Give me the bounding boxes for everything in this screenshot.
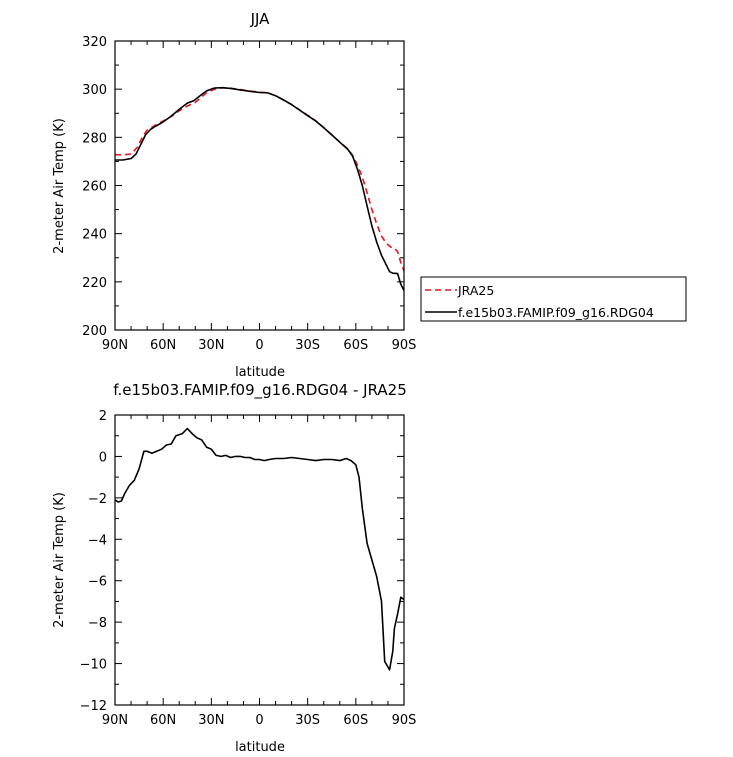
top-chart-ylabel: 2-meter Air Temp (K) bbox=[52, 118, 67, 254]
bottom-ytick-label-1: −10 bbox=[80, 658, 107, 673]
top-ytick-label-4: 280 bbox=[82, 131, 107, 146]
bottom-chart-series bbox=[114, 427, 405, 671]
legend: JRA25 f.e15b03.FAMIP.f09_g16.RDG04 bbox=[420, 276, 687, 322]
top-ytick-label-0: 200 bbox=[82, 324, 107, 339]
bottom-xtick-label-2: 30N bbox=[198, 713, 224, 728]
bottom-xtick-label-5: 60S bbox=[343, 713, 368, 728]
bottom-ytick-label-5: −2 bbox=[88, 492, 107, 507]
bottom-panel: f.e15b03.FAMIP.f09_g16.RDG04 - JRA25 90N… bbox=[52, 381, 416, 755]
top-xtick-label-0: 90N bbox=[102, 338, 128, 353]
legend-label-model: f.e15b03.FAMIP.f09_g16.RDG04 bbox=[458, 305, 654, 320]
legend-label-jra25: JRA25 bbox=[457, 283, 494, 298]
bottom-xtick-label-0: 90N bbox=[102, 713, 128, 728]
top-xtick-label-5: 60S bbox=[343, 338, 368, 353]
bottom-xtick-label-1: 60N bbox=[150, 713, 176, 728]
top-ytick-label-2: 240 bbox=[82, 228, 107, 243]
bottom-series-line-0 bbox=[114, 427, 405, 671]
bottom-chart-ylabel: 2-meter Air Temp (K) bbox=[52, 492, 67, 628]
bottom-chart-title: f.e15b03.FAMIP.f09_g16.RDG04 - JRA25 bbox=[113, 381, 406, 400]
top-ytick-label-5: 300 bbox=[82, 83, 107, 98]
bottom-chart-ticks: 90N 60N 30N 0 30S 60S 90S −12 −10 −8 −6 −4 −2 0 2 bbox=[80, 409, 417, 728]
bottom-xtick-label-3: 0 bbox=[255, 713, 263, 728]
top-xtick-label-6: 90S bbox=[392, 338, 417, 353]
bottom-ytick-label-3: −6 bbox=[88, 575, 107, 590]
bottom-chart-frame bbox=[114, 414, 405, 706]
top-chart-frame bbox=[114, 40, 405, 331]
top-xtick-label-3: 0 bbox=[255, 338, 263, 353]
top-xtick-label-4: 30S bbox=[295, 338, 320, 353]
bottom-xtick-label-4: 30S bbox=[295, 713, 320, 728]
top-series-line-1 bbox=[115, 86, 405, 291]
bottom-chart-xlabel: latitude bbox=[235, 740, 285, 755]
top-chart-title: JJA bbox=[250, 10, 271, 28]
bottom-ytick-label-6: 0 bbox=[99, 450, 107, 465]
top-chart-ticks: 90N 60N 30N 0 30S 60S 90S 200 220 240 260 280 300 320 bbox=[82, 35, 416, 353]
top-xtick-label-2: 30N bbox=[198, 338, 224, 353]
top-xtick-label-1: 60N bbox=[150, 338, 176, 353]
top-ytick-label-6: 320 bbox=[82, 35, 107, 50]
bottom-ytick-label-0: −12 bbox=[80, 699, 107, 714]
top-chart-series bbox=[114, 86, 405, 291]
top-panel: JJA 90N 60N 30N 0 30S 60S 90S 200 220 240 260 280 30… bbox=[52, 10, 416, 380]
bottom-ytick-label-7: 2 bbox=[99, 409, 107, 424]
bottom-ytick-label-2: −8 bbox=[88, 616, 107, 631]
top-ytick-label-1: 220 bbox=[82, 276, 107, 291]
legend-box bbox=[420, 276, 687, 322]
bottom-xtick-label-6: 90S bbox=[392, 713, 417, 728]
top-chart-xlabel: latitude bbox=[235, 365, 285, 380]
top-ytick-label-3: 260 bbox=[82, 180, 107, 195]
bottom-ytick-label-4: −4 bbox=[88, 533, 107, 548]
